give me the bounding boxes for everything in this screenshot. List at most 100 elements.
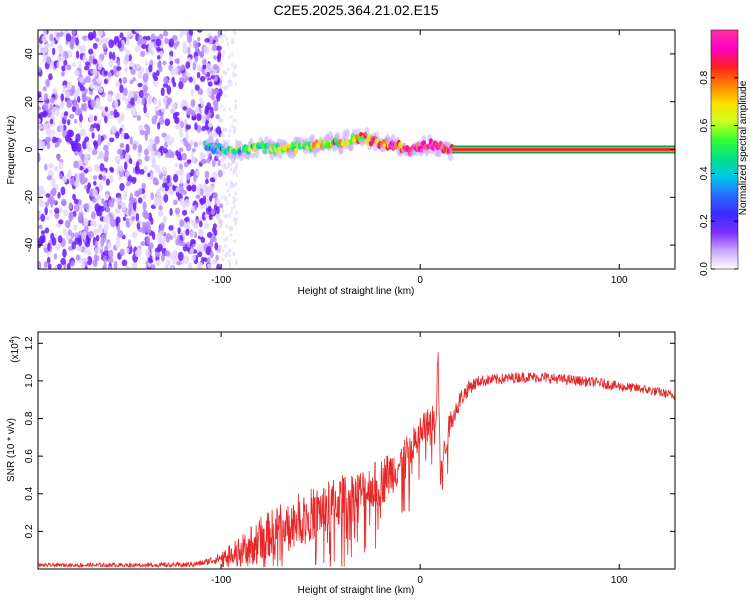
noise-cell bbox=[227, 54, 231, 59]
snr-y-tick-label: 0.8 bbox=[24, 411, 35, 425]
noise-cell bbox=[48, 73, 53, 81]
noise-cell bbox=[78, 246, 83, 252]
noise-cell bbox=[228, 185, 232, 190]
noise-cell bbox=[203, 45, 210, 55]
noise-cell bbox=[135, 212, 140, 222]
noise-cell bbox=[73, 70, 80, 77]
noise-cell bbox=[49, 209, 53, 215]
noise-cell bbox=[124, 152, 130, 162]
noise-cell bbox=[131, 215, 136, 222]
noise-cell bbox=[189, 248, 194, 254]
noise-cell bbox=[180, 120, 184, 129]
signal-halo-cell bbox=[310, 133, 316, 144]
spectrogram-heatmap bbox=[38, 30, 675, 269]
noise-cell bbox=[234, 126, 237, 131]
noise-cell bbox=[132, 201, 137, 211]
noise-cell bbox=[50, 129, 56, 136]
noise-cell bbox=[73, 118, 78, 124]
noise-cell bbox=[175, 187, 179, 193]
noise-cell bbox=[188, 262, 193, 269]
noise-cell bbox=[158, 66, 163, 73]
noise-cell bbox=[154, 198, 158, 208]
noise-cell bbox=[214, 75, 218, 82]
noise-cell bbox=[83, 217, 89, 227]
noise-cell bbox=[44, 201, 49, 208]
spectrogram-cells bbox=[38, 30, 675, 269]
noise-cell bbox=[49, 97, 55, 104]
noise-cell bbox=[135, 63, 141, 70]
noise-cell bbox=[230, 184, 234, 189]
noise-cell bbox=[230, 40, 234, 45]
noise-cell bbox=[54, 207, 60, 214]
noise-cell bbox=[72, 62, 77, 68]
noise-cell bbox=[101, 198, 105, 204]
noise-cell bbox=[93, 122, 98, 129]
noise-cell bbox=[171, 76, 175, 84]
noise-cell bbox=[114, 197, 121, 203]
noise-cell bbox=[92, 58, 98, 65]
noise-cell bbox=[84, 96, 91, 102]
noise-cell bbox=[225, 36, 228, 41]
noise-cell bbox=[127, 103, 133, 109]
noise-cell bbox=[68, 212, 74, 221]
noise-cell bbox=[93, 254, 98, 263]
noise-cell bbox=[170, 265, 175, 269]
noise-cell bbox=[144, 131, 149, 142]
noise-cell bbox=[63, 111, 69, 117]
noise-cell bbox=[60, 186, 66, 196]
noise-cell bbox=[197, 36, 201, 42]
noise-cell bbox=[179, 219, 185, 228]
noise-cell bbox=[153, 76, 159, 82]
noise-cell bbox=[101, 265, 107, 269]
noise-cell bbox=[108, 59, 114, 68]
noise-cell bbox=[196, 30, 203, 33]
noise-cell bbox=[75, 109, 82, 116]
noise-cell bbox=[80, 128, 86, 137]
noise-cell bbox=[220, 75, 223, 80]
noise-cell bbox=[200, 114, 206, 124]
noise-cell bbox=[57, 44, 63, 53]
noise-cell bbox=[206, 71, 211, 78]
noise-cell bbox=[212, 223, 217, 229]
noise-cell bbox=[233, 217, 236, 222]
noise-cell bbox=[107, 140, 112, 147]
noise-cell bbox=[183, 182, 188, 187]
noise-cell bbox=[142, 72, 149, 83]
noise-cell bbox=[158, 204, 163, 211]
noise-cell bbox=[143, 87, 147, 97]
snr-y-tick-label: 0.2 bbox=[24, 524, 35, 538]
noise-cell bbox=[210, 95, 216, 101]
spectrogram-x-axis-label: Height of straight line (km) bbox=[298, 286, 415, 297]
noise-cell bbox=[206, 157, 211, 164]
noise-cell bbox=[97, 223, 103, 233]
noise-cell bbox=[122, 95, 127, 101]
noise-cell bbox=[143, 148, 150, 156]
noise-cell bbox=[191, 147, 196, 153]
noise-cell bbox=[231, 52, 234, 57]
noise-cell bbox=[81, 230, 87, 240]
noise-cell bbox=[195, 170, 200, 177]
noise-cell bbox=[182, 45, 189, 55]
noise-cell bbox=[212, 99, 219, 107]
noise-cell bbox=[75, 254, 80, 261]
spectrogram-x-tick-label: -100 bbox=[211, 275, 231, 286]
noise-cell bbox=[200, 159, 207, 164]
noise-cell bbox=[230, 233, 233, 238]
noise-cell bbox=[186, 221, 190, 230]
noise-cell bbox=[44, 227, 50, 234]
noise-cell bbox=[198, 220, 203, 228]
noise-cell bbox=[129, 61, 135, 68]
noise-cell bbox=[83, 184, 88, 190]
noise-cell bbox=[185, 228, 190, 236]
noise-cell bbox=[212, 44, 217, 52]
noise-cell bbox=[98, 173, 103, 181]
noise-cell bbox=[155, 110, 161, 116]
noise-cell bbox=[97, 30, 103, 38]
noise-cell bbox=[190, 89, 195, 97]
noise-cell bbox=[44, 206, 48, 216]
spectrogram-x-tick-label: 0 bbox=[417, 275, 423, 286]
noise-cell bbox=[213, 55, 217, 61]
noise-cell bbox=[223, 238, 226, 243]
noise-cell bbox=[215, 198, 221, 204]
noise-cell bbox=[174, 124, 181, 130]
